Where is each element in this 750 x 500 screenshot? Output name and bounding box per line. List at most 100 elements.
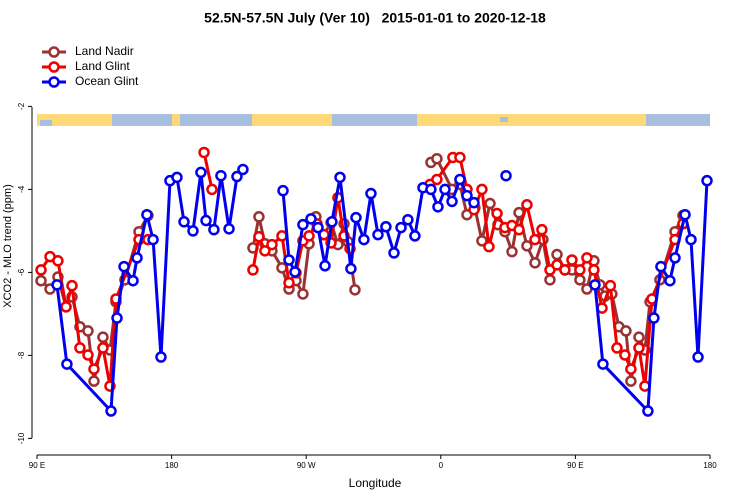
data-point bbox=[395, 221, 407, 234]
x-axis-label: Longitude bbox=[349, 476, 402, 490]
data-point bbox=[431, 152, 443, 165]
data-point bbox=[82, 349, 94, 361]
series-line bbox=[39, 157, 685, 383]
data-point bbox=[604, 279, 617, 292]
data-point bbox=[206, 183, 218, 196]
data-point bbox=[297, 288, 309, 300]
data-point bbox=[215, 169, 227, 182]
data-point bbox=[597, 358, 609, 370]
data-point bbox=[633, 331, 645, 343]
data-point bbox=[253, 211, 265, 223]
data-point bbox=[111, 312, 123, 324]
data-point bbox=[118, 260, 130, 273]
data-point bbox=[701, 174, 713, 187]
data-point bbox=[350, 211, 362, 224]
data-point bbox=[476, 235, 488, 247]
data-point bbox=[253, 230, 265, 243]
legend-marker bbox=[48, 46, 60, 58]
data-point bbox=[297, 218, 309, 231]
data-point bbox=[358, 233, 370, 246]
data-point bbox=[349, 284, 361, 296]
x-tick-label: 90 W bbox=[297, 461, 316, 470]
data-point bbox=[454, 151, 466, 164]
ocean-strip bbox=[500, 117, 508, 122]
data-point bbox=[574, 274, 586, 286]
data-point bbox=[551, 248, 563, 261]
data-point bbox=[52, 255, 64, 267]
data-point bbox=[551, 259, 563, 271]
data-point bbox=[685, 233, 697, 246]
data-point bbox=[105, 405, 117, 417]
data-point bbox=[231, 170, 243, 183]
data-point bbox=[409, 230, 421, 242]
data-point bbox=[642, 405, 654, 417]
data-point bbox=[35, 264, 47, 276]
data-point bbox=[679, 208, 691, 221]
data-point bbox=[439, 183, 451, 196]
data-point bbox=[74, 342, 86, 354]
ocean-strip bbox=[646, 114, 710, 126]
ocean-strip bbox=[112, 114, 172, 126]
data-point bbox=[277, 184, 289, 197]
data-point bbox=[566, 254, 578, 266]
data-point bbox=[200, 214, 212, 227]
data-point bbox=[611, 342, 623, 354]
data-point bbox=[588, 264, 600, 276]
x-tick-label: 0 bbox=[439, 461, 444, 470]
data-point bbox=[625, 363, 637, 375]
data-point bbox=[425, 183, 437, 196]
data-point bbox=[513, 223, 525, 236]
map-strip bbox=[37, 114, 710, 126]
ocean-strip bbox=[40, 120, 52, 126]
data-point bbox=[380, 221, 392, 233]
data-point bbox=[266, 238, 278, 251]
data-point bbox=[195, 166, 207, 179]
data-point bbox=[589, 279, 601, 291]
data-point bbox=[247, 264, 259, 276]
data-point bbox=[529, 257, 541, 269]
data-point bbox=[259, 245, 271, 257]
data-point bbox=[692, 351, 704, 363]
data-point bbox=[61, 358, 73, 370]
data-point bbox=[669, 252, 681, 264]
data-point bbox=[51, 279, 63, 291]
data-point bbox=[655, 260, 667, 273]
data-point bbox=[468, 196, 480, 209]
data-point bbox=[432, 201, 444, 213]
x-tick-label: 180 bbox=[703, 461, 717, 470]
data-point bbox=[127, 274, 139, 287]
data-point bbox=[141, 208, 153, 221]
data-point bbox=[208, 223, 220, 236]
legend-label: Ocean Glint bbox=[75, 74, 139, 88]
data-point bbox=[648, 312, 660, 324]
data-point bbox=[633, 342, 645, 354]
y-tick-label: -8 bbox=[17, 351, 26, 359]
data-point bbox=[88, 363, 100, 375]
data-point bbox=[198, 146, 210, 159]
data-point bbox=[305, 213, 317, 225]
series-line bbox=[39, 152, 685, 388]
data-point bbox=[97, 331, 109, 343]
legend-label: Land Nadir bbox=[75, 44, 134, 58]
data-point bbox=[289, 266, 301, 278]
data-point bbox=[97, 342, 109, 354]
data-point bbox=[372, 228, 384, 241]
data-point bbox=[131, 252, 143, 264]
data-point bbox=[536, 223, 548, 236]
data-point bbox=[312, 221, 324, 234]
data-point bbox=[476, 183, 488, 196]
data-point bbox=[484, 197, 496, 210]
data-point bbox=[506, 245, 518, 258]
data-point bbox=[521, 199, 533, 211]
y-tick-label: -10 bbox=[17, 432, 26, 444]
data-point bbox=[431, 173, 443, 186]
data-point bbox=[345, 262, 357, 275]
y-tick-label: -4 bbox=[17, 185, 26, 193]
ocean-strip bbox=[332, 114, 417, 126]
data-point bbox=[483, 240, 495, 253]
data-point bbox=[664, 274, 676, 287]
data-point bbox=[35, 274, 47, 287]
data-point bbox=[82, 325, 94, 337]
